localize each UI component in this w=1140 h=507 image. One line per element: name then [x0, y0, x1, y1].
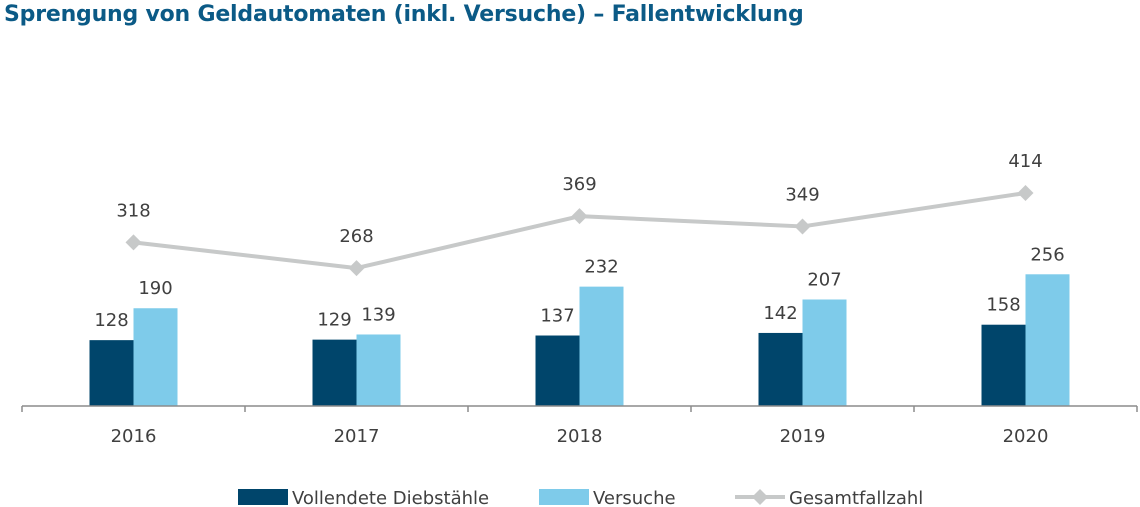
- data-label-vollendete-2018: 137: [540, 306, 574, 327]
- marker-gesamtfallzahl-2019: [794, 218, 811, 235]
- legend-marker-gesamtfallzahl: [752, 489, 768, 505]
- bar-vollendete-2016: [89, 340, 134, 406]
- marker-gesamtfallzahl-2018: [571, 208, 588, 225]
- data-label-gesamtfallzahl-2018: 369: [562, 174, 596, 195]
- data-label-gesamtfallzahl-2019: 349: [785, 184, 819, 205]
- bar-versuche-2016: [133, 308, 178, 406]
- marker-gesamtfallzahl-2016: [125, 234, 142, 251]
- bar-vollendete-2020: [981, 324, 1026, 406]
- marker-gesamtfallzahl-2017: [348, 260, 365, 277]
- data-label-gesamtfallzahl-2020: 414: [1008, 151, 1042, 172]
- data-label-vollendete-2019: 142: [763, 303, 797, 324]
- x-axis: 2016 2017 2018 2019 2020: [21, 405, 1138, 447]
- data-label-gesamtfallzahl-2017: 268: [339, 226, 373, 247]
- x-tick-label-2017: 2017: [334, 426, 380, 447]
- data-label-vollendete-2020: 158: [986, 295, 1020, 316]
- data-label-versuche-2020: 256: [1030, 244, 1064, 265]
- legend-swatch-versuche: [539, 489, 589, 505]
- bar-versuche-2017: [356, 334, 401, 406]
- marker-gesamtfallzahl-2020: [1017, 184, 1034, 201]
- line-gesamtfallzahl: [133, 191, 1026, 271]
- data-label-gesamtfallzahl-2016: 318: [116, 200, 150, 221]
- data-label-versuche-2016: 190: [138, 278, 172, 299]
- legend-swatch-vollendete-diebst-hle: [238, 489, 288, 505]
- bar-vollendete-2019: [758, 332, 803, 406]
- legend-label-gesamtfallzahl: Gesamtfallzahl: [789, 488, 923, 507]
- line-group: [125, 184, 1034, 277]
- data-label-versuche-2017: 139: [361, 304, 395, 325]
- bar-versuche-2018: [579, 286, 624, 406]
- bar-vollendete-2018: [535, 335, 580, 406]
- data-label-vollendete-2016: 128: [94, 310, 128, 331]
- chart-title: Sprengung von Geldautomaten (inkl. Versu…: [4, 2, 804, 27]
- x-tick-label-2019: 2019: [780, 426, 826, 447]
- x-tick-label-2016: 2016: [111, 426, 157, 447]
- data-label-vollendete-2017: 129: [317, 310, 351, 331]
- labels-group: 128 190 129 139 137 232 142 207 158 256 318 268 369 3…: [94, 151, 1064, 331]
- legend: Vollendete Diebstähle Versuche Gesamtfallz…: [238, 488, 923, 507]
- data-label-versuche-2019: 207: [807, 269, 841, 290]
- x-tick-label-2018: 2018: [557, 426, 603, 447]
- legend-label-versuche: Versuche: [593, 488, 676, 507]
- bar-vollendete-2017: [312, 339, 357, 406]
- legend-label-vollendete-diebst-hle: Vollendete Diebstähle: [292, 488, 489, 507]
- data-label-versuche-2018: 232: [584, 257, 618, 278]
- x-tick-label-2020: 2020: [1003, 426, 1049, 447]
- bar-versuche-2019: [802, 299, 847, 406]
- bars-group: [89, 274, 1070, 406]
- bar-versuche-2020: [1025, 274, 1070, 406]
